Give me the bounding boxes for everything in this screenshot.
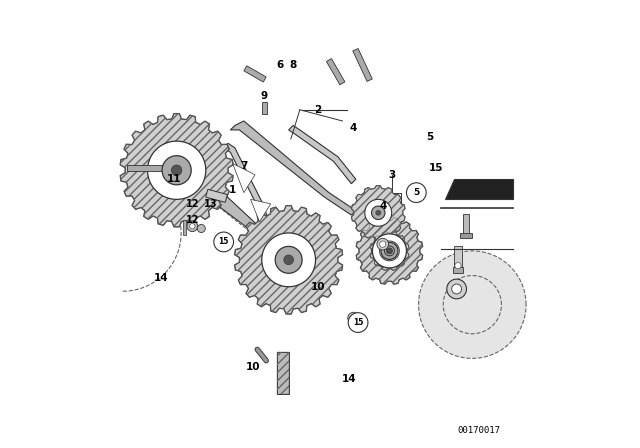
Bar [206,190,227,202]
Polygon shape [356,218,422,284]
Text: 10: 10 [246,362,260,372]
Circle shape [189,224,195,229]
Text: 15: 15 [353,318,364,327]
Text: 8: 8 [289,60,297,70]
Polygon shape [251,199,271,222]
Text: 1: 1 [229,185,236,195]
Text: 6: 6 [276,60,284,70]
Text: 5: 5 [413,188,419,197]
Polygon shape [365,199,392,226]
Polygon shape [233,164,255,193]
Bar [460,233,472,238]
Text: 12: 12 [186,199,199,209]
Text: 7: 7 [240,161,248,171]
Text: 4: 4 [350,123,357,133]
Bar [454,246,461,271]
Text: 15: 15 [218,237,229,246]
Circle shape [380,241,386,247]
Bar [452,267,463,273]
Text: 14: 14 [342,374,356,383]
Polygon shape [381,242,398,259]
Polygon shape [376,211,381,215]
Polygon shape [148,141,206,199]
Polygon shape [445,179,513,199]
Polygon shape [388,249,391,253]
Polygon shape [387,248,392,254]
Circle shape [452,284,461,294]
Polygon shape [284,255,294,265]
Bar [184,220,186,235]
Text: 15: 15 [429,163,444,173]
Polygon shape [370,232,409,270]
Polygon shape [190,175,275,273]
Text: 9: 9 [260,91,268,101]
Circle shape [377,238,388,250]
Text: 11: 11 [167,174,182,184]
Polygon shape [235,206,342,314]
Polygon shape [230,121,356,215]
Bar [127,165,168,171]
Bar [278,352,289,394]
Text: 00170017: 00170017 [458,426,500,435]
Text: 10: 10 [310,282,325,292]
Polygon shape [385,246,394,256]
Text: 5: 5 [426,132,433,142]
Text: 12: 12 [186,215,199,224]
Polygon shape [275,246,302,273]
Circle shape [351,315,356,321]
Bar [244,66,266,82]
Bar [463,214,469,236]
Circle shape [348,312,360,324]
Circle shape [197,224,205,233]
Bar [353,48,372,82]
Circle shape [406,183,426,202]
Circle shape [214,232,234,252]
Polygon shape [172,165,182,176]
Polygon shape [162,156,191,185]
Circle shape [455,263,461,269]
Polygon shape [380,241,399,261]
Text: 14: 14 [154,273,168,283]
Polygon shape [372,234,406,268]
Text: 3: 3 [388,170,396,180]
Text: 2: 2 [314,105,321,115]
Polygon shape [372,206,385,220]
Polygon shape [289,125,356,184]
Circle shape [447,279,467,299]
Bar [262,102,267,114]
Text: 4: 4 [379,201,387,211]
Bar [278,352,289,394]
Circle shape [348,313,368,332]
Polygon shape [262,233,316,287]
Polygon shape [224,143,280,264]
Polygon shape [351,185,405,240]
Bar [326,59,345,85]
Text: 13: 13 [204,199,217,209]
Circle shape [187,221,198,232]
Polygon shape [419,251,526,358]
Polygon shape [120,114,233,227]
